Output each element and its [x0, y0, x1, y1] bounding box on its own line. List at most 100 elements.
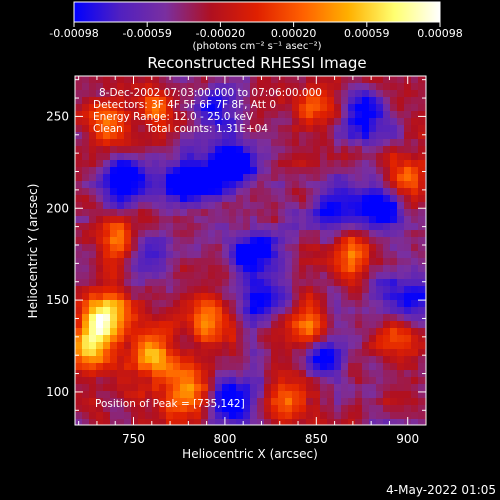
heatmap-cell: [362, 139, 370, 147]
heatmap-cell: [362, 342, 370, 350]
heatmap-cell: [285, 258, 293, 266]
heatmap-cell: [383, 286, 391, 294]
heatmap-cell: [299, 195, 307, 203]
heatmap-cell: [418, 139, 426, 147]
heatmap-cell: [292, 419, 300, 426]
heatmap-cell: [82, 104, 90, 112]
heatmap-cell: [397, 412, 405, 420]
heatmap-cell: [418, 118, 426, 126]
heatmap-cell: [383, 97, 391, 105]
heatmap-cell: [75, 83, 83, 91]
heatmap-cell: [194, 412, 202, 420]
heatmap-cell: [187, 342, 195, 350]
heatmap-cell: [215, 195, 223, 203]
heatmap-cell: [145, 181, 153, 189]
heatmap-cell: [159, 97, 167, 105]
heatmap-cell: [285, 279, 293, 287]
heatmap-cell: [383, 209, 391, 217]
heatmap-cell: [313, 300, 321, 308]
heatmap-cell: [362, 419, 370, 426]
heatmap-cell: [264, 132, 272, 140]
heatmap-cell: [334, 83, 342, 91]
heatmap-cell: [152, 356, 160, 364]
heatmap-cell: [418, 111, 426, 119]
heatmap-cell: [215, 132, 223, 140]
heatmap-cell: [306, 104, 314, 112]
heatmap-cell: [159, 237, 167, 245]
heatmap-cell: [201, 216, 209, 224]
heatmap-cell: [278, 209, 286, 217]
heatmap-cell: [341, 419, 349, 426]
heatmap-cell: [166, 195, 174, 203]
x-tick-label: 850: [305, 432, 328, 446]
heatmap-cell: [271, 167, 279, 175]
heatmap-cell: [215, 391, 223, 399]
heatmap-cell: [250, 412, 258, 420]
heatmap-cell: [103, 342, 111, 350]
heatmap-cell: [75, 391, 83, 399]
heatmap-cell: [103, 300, 111, 308]
heatmap-cell: [334, 202, 342, 210]
heatmap-cell: [187, 349, 195, 357]
heatmap-cell: [145, 307, 153, 315]
heatmap-cell: [418, 349, 426, 357]
heatmap-cell: [215, 209, 223, 217]
heatmap-cell: [152, 90, 160, 98]
heatmap-cell: [341, 216, 349, 224]
heatmap-cell: [145, 139, 153, 147]
heatmap-cell: [362, 125, 370, 133]
heatmap-cell: [215, 307, 223, 315]
heatmap-cell: [222, 90, 230, 98]
heatmap-cell: [124, 321, 132, 329]
heatmap-cell: [96, 216, 104, 224]
heatmap-cell: [362, 90, 370, 98]
heatmap-cell: [257, 279, 265, 287]
heatmap-cell: [229, 377, 237, 385]
heatmap-cell: [243, 279, 251, 287]
heatmap-cell: [187, 356, 195, 364]
heatmap-cell: [201, 293, 209, 301]
heatmap-cell: [159, 293, 167, 301]
heatmap-cell: [222, 118, 230, 126]
heatmap-cell: [299, 328, 307, 336]
heatmap-cell: [376, 251, 384, 259]
heatmap-cell: [131, 90, 139, 98]
heatmap-cell: [411, 412, 419, 420]
heatmap-cell: [341, 279, 349, 287]
heatmap-cell: [138, 342, 146, 350]
heatmap-cell: [327, 244, 335, 252]
heatmap-cell: [75, 251, 83, 259]
heatmap-cell: [376, 293, 384, 301]
heatmap-cell: [404, 188, 412, 196]
heatmap-cell: [334, 216, 342, 224]
heatmap-cell: [299, 321, 307, 329]
heatmap-cell: [180, 139, 188, 147]
heatmap-cell: [201, 153, 209, 161]
heatmap-cell: [215, 160, 223, 168]
heatmap-cell: [264, 76, 272, 84]
heatmap-cell: [271, 349, 279, 357]
heatmap-cell: [201, 258, 209, 266]
heatmap-cell: [187, 237, 195, 245]
heatmap-cell: [215, 153, 223, 161]
heatmap-cell: [390, 370, 398, 378]
heatmap-cell: [348, 216, 356, 224]
heatmap-cell: [383, 258, 391, 266]
heatmap-cell: [201, 181, 209, 189]
heatmap-cell: [278, 97, 286, 105]
heatmap-cell: [187, 377, 195, 385]
heatmap-cell: [110, 286, 118, 294]
heatmap-cell: [243, 216, 251, 224]
heatmap-cell: [201, 279, 209, 287]
heatmap-cell: [222, 384, 230, 392]
heatmap-cell: [236, 244, 244, 252]
heatmap-cell: [194, 230, 202, 238]
heatmap-cell: [243, 307, 251, 315]
heatmap-cell: [145, 293, 153, 301]
heatmap-cell: [145, 272, 153, 280]
heatmap-cell: [145, 195, 153, 203]
heatmap-cell: [152, 412, 160, 420]
heatmap-cell: [285, 314, 293, 322]
heatmap-cell: [369, 97, 377, 105]
heatmap-cell: [334, 391, 342, 399]
